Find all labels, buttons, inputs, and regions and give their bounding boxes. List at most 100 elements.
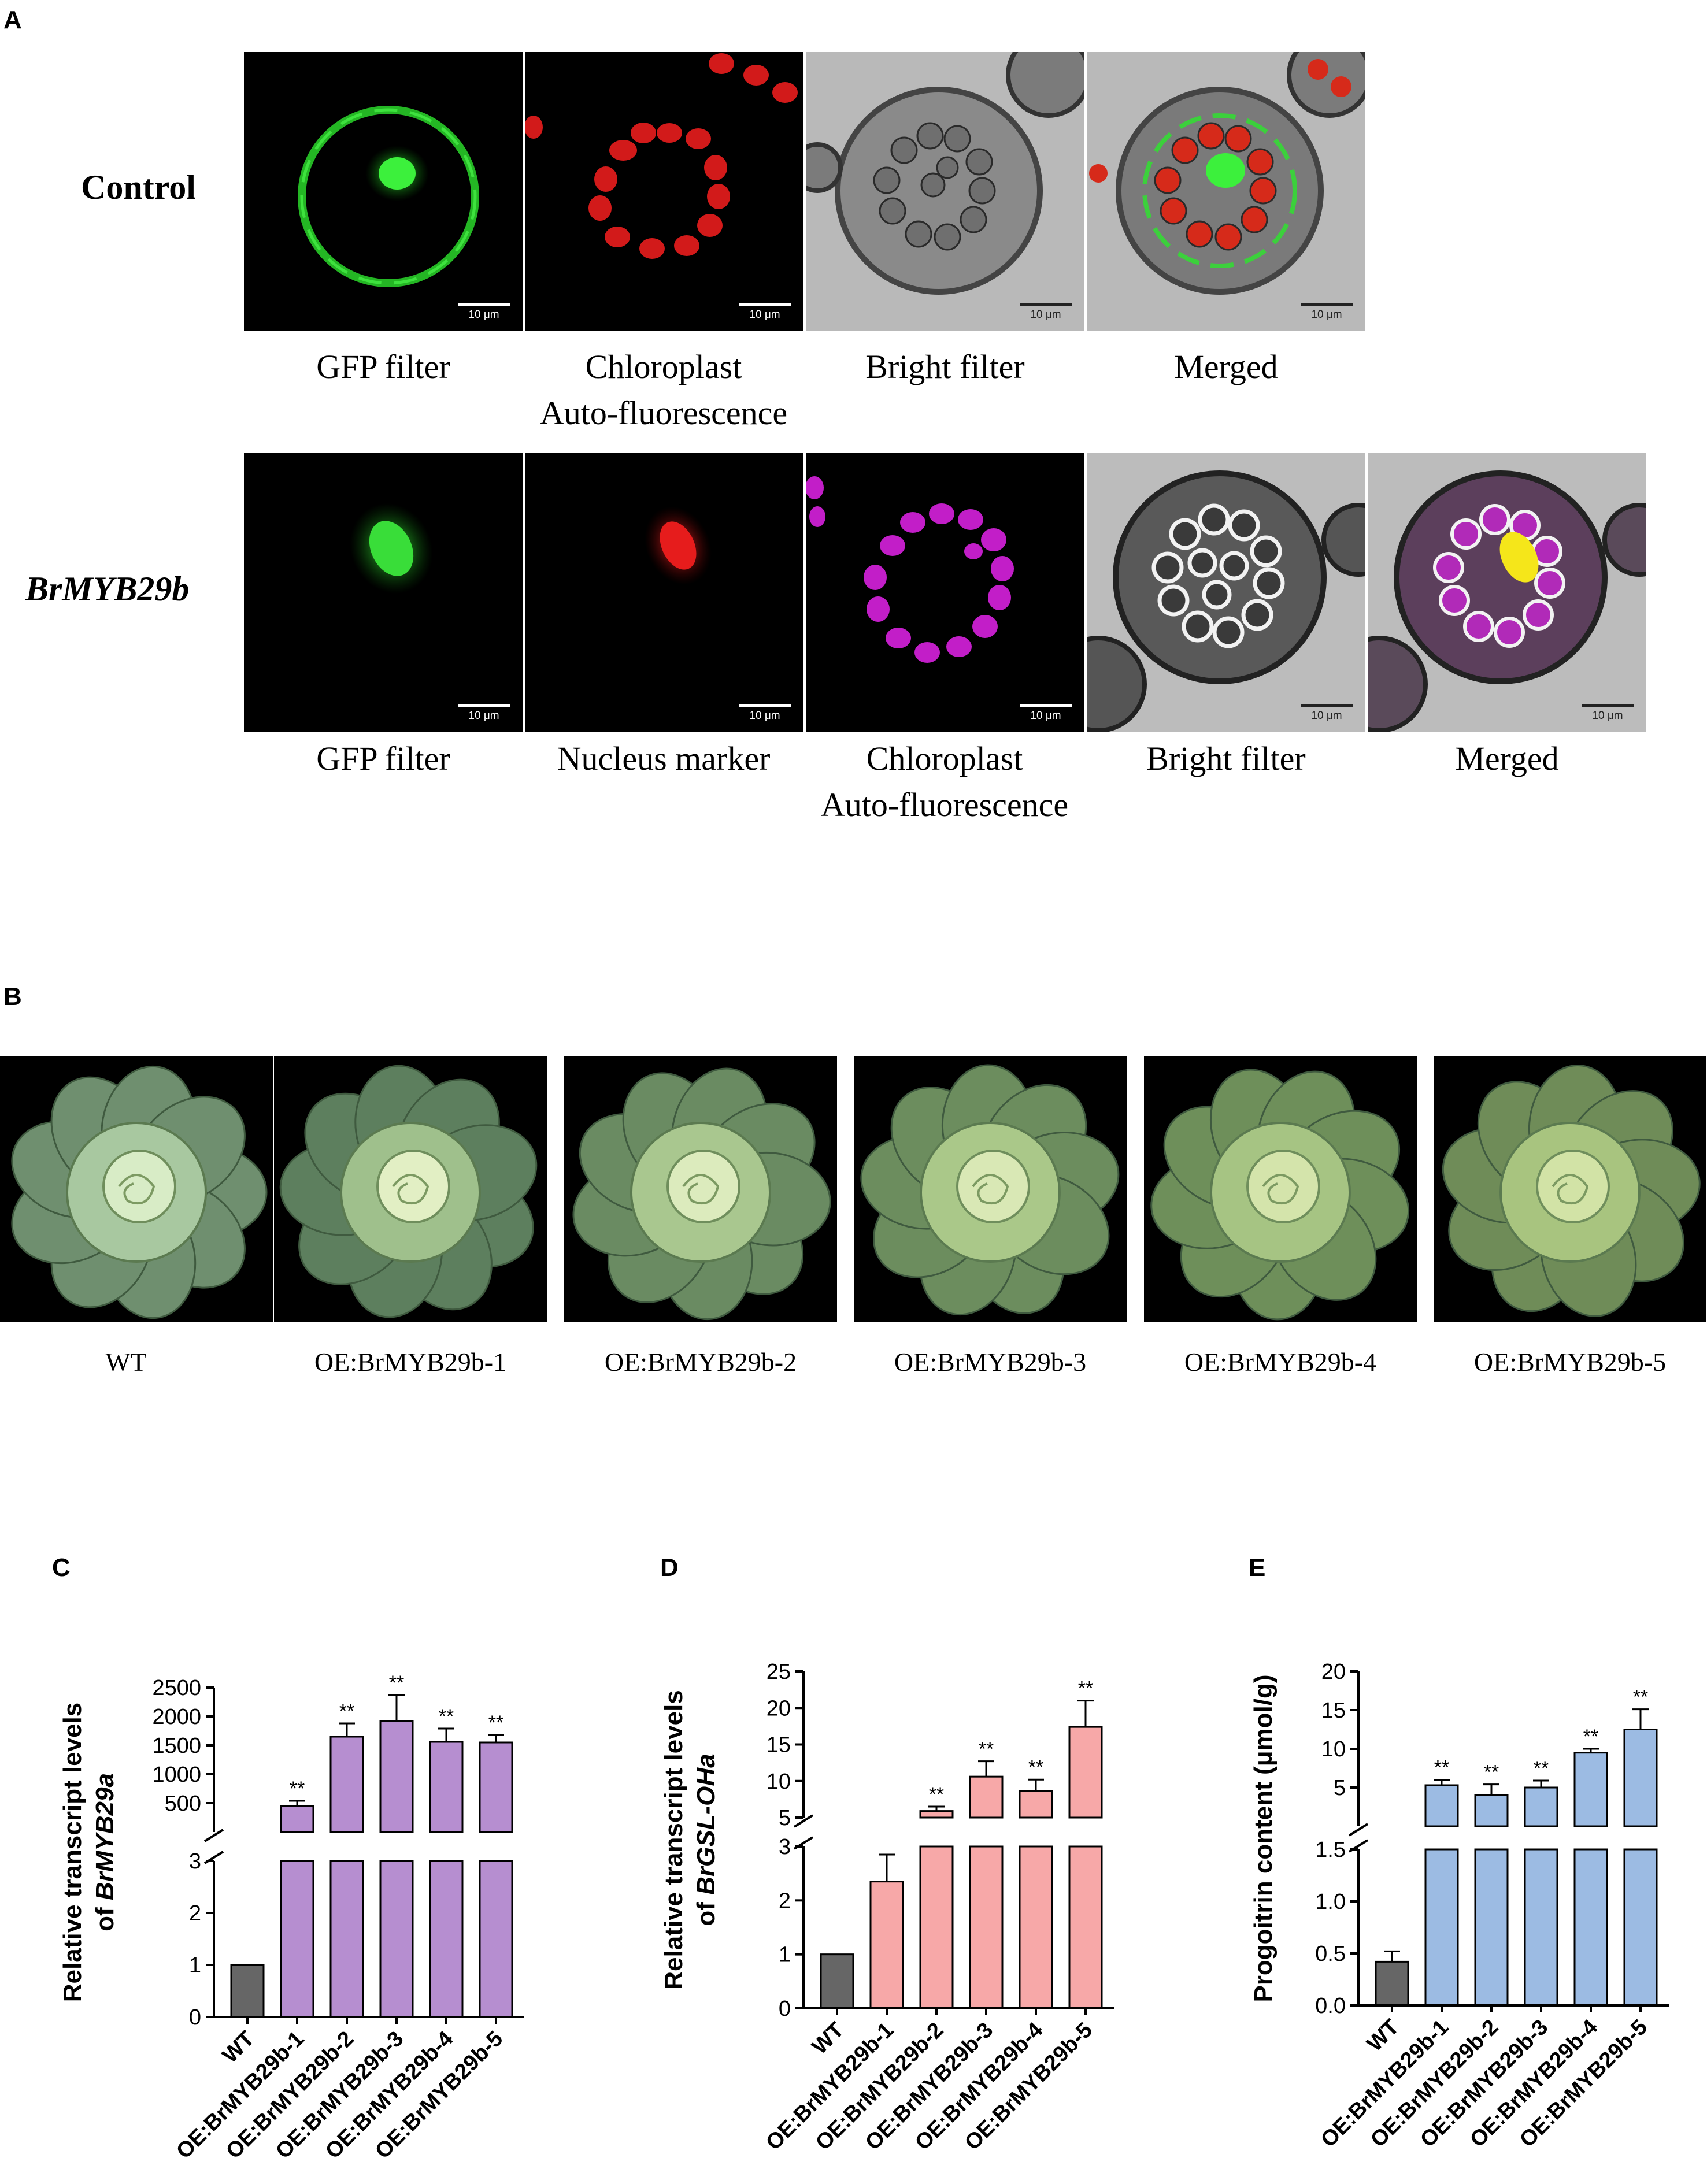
y-tick-label: 500 <box>165 1792 201 1816</box>
bar <box>969 1845 1004 2009</box>
plant-label: WT <box>105 1347 147 1377</box>
scale-bar: 10 μm <box>1020 303 1072 321</box>
bar <box>479 1860 513 2018</box>
panel-label-c: C <box>52 1553 71 1582</box>
y-tick-label: 1000 <box>152 1763 201 1787</box>
bar <box>1375 1960 1409 2007</box>
bar <box>479 1741 513 1833</box>
y-tick-label: 20 <box>1321 1660 1346 1684</box>
micrograph-brmyb29b-chloroplast: 10 μm <box>806 453 1084 732</box>
panel-label-b: B <box>3 982 22 1011</box>
plant-label: OE:BrMYB29b-5 <box>1473 1347 1667 1377</box>
significance-label: ** <box>290 1778 305 1800</box>
bar <box>969 1775 1004 1819</box>
y-axis-label: Progoitrin content (μmol/g) <box>1249 1674 1278 2002</box>
bar <box>1573 1752 1608 1827</box>
bar <box>280 1860 314 2018</box>
bar <box>1623 1848 1658 2007</box>
axis-break-gap <box>1362 1827 1666 1848</box>
scale-bar: 10 μm <box>458 704 510 722</box>
y-tick-label: 5 <box>779 1806 791 1830</box>
axis-break-gap <box>807 1819 1111 1845</box>
caption-row1-merged: Merged <box>1174 348 1278 385</box>
plant-photo <box>274 1056 547 1322</box>
y-tick-label: 3 <box>779 1835 791 1859</box>
bar <box>230 1964 265 2018</box>
bar <box>379 1860 414 2018</box>
caption-row1-bright: Bright filter <box>865 348 1025 385</box>
bar <box>1573 1848 1608 2007</box>
chart-d: **********0123510152025WTOE:BrMYB29b-1OE… <box>660 1660 1114 2155</box>
plant-photo <box>564 1056 837 1322</box>
scale-bar: 10 μm <box>1301 704 1353 722</box>
y-tick-label: 0 <box>779 1997 791 2021</box>
y-tick-label: 1500 <box>152 1734 201 1758</box>
y-tick-label: 1.0 <box>1315 1890 1346 1914</box>
axis-break-mark <box>203 1829 224 1842</box>
chart-c: ******** **01235001000150020002500WTOE:Br… <box>58 1672 524 2164</box>
micrograph-control-chloroplast: 10 μm <box>525 52 803 331</box>
y-tick-label: 15 <box>767 1733 791 1757</box>
significance-label: ** <box>929 1783 944 1805</box>
plant-photo <box>854 1056 1127 1322</box>
bar <box>919 1810 954 1819</box>
y-axis-label: Relative transcript levels <box>660 1690 688 1989</box>
y-tick-label: 5 <box>1334 1776 1346 1800</box>
caption-row1-gfp: GFP filter <box>316 348 450 385</box>
significance-label: ** <box>488 1712 503 1734</box>
plant-label: OE:BrMYB29b-3 <box>894 1347 1087 1377</box>
micrograph-brmyb29b-bright: 10 μm <box>1087 453 1365 732</box>
y-tick-label: 25 <box>767 1660 791 1684</box>
micrograph-control-merged: 10 μm <box>1087 52 1365 331</box>
bar <box>1474 1794 1509 1827</box>
significance-label: ** <box>439 1705 454 1727</box>
row-label-control: Control <box>81 168 196 206</box>
micrograph-brmyb29b-nucleus: 10 μm <box>525 453 803 732</box>
x-tick-label: WT <box>1362 2015 1404 2056</box>
scale-bar: 10 μm <box>458 303 510 321</box>
bar <box>1019 1790 1053 1819</box>
scale-bar: 10 μm <box>739 704 791 722</box>
significance-label: ** <box>1534 1757 1549 1779</box>
plant-photo <box>1144 1056 1417 1322</box>
y-tick-label: 10 <box>767 1770 791 1794</box>
scale-bar: 10 μm <box>1020 704 1072 722</box>
significance-label: ** <box>1484 1762 1499 1783</box>
y-tick-label: 0.5 <box>1315 1942 1346 1966</box>
axis-break-mark <box>1348 1823 1369 1837</box>
caption-row2-gfp: GFP filter <box>316 740 450 777</box>
micrograph-brmyb29b-merged: 10 μm <box>1368 453 1646 732</box>
plant-label: OE:BrMYB29b-4 <box>1184 1347 1377 1377</box>
plant-label: OE:BrMYB29b-1 <box>314 1347 507 1377</box>
y-tick-label: 1 <box>189 1953 201 1978</box>
micrograph-control-bright: 10 μm <box>806 52 1084 331</box>
y-tick-label: 15 <box>1321 1699 1346 1723</box>
bar <box>429 1741 464 1833</box>
bar <box>379 1720 414 1833</box>
bar <box>869 1881 904 2009</box>
significance-label: ** <box>979 1738 994 1760</box>
bar <box>1424 1784 1459 1827</box>
significance-label: ** <box>1078 1678 1093 1700</box>
y-axis-label-line2: of BrGSL-OHa <box>692 1753 720 1926</box>
caption-row1-chloroplast: Chloroplast Auto-fluorescence <box>539 348 788 432</box>
y-axis-label-line2: of BrMYB29a <box>91 1773 119 1931</box>
plant-photo <box>1434 1056 1706 1322</box>
plant-photo <box>0 1056 273 1322</box>
y-tick-label: 0.0 <box>1315 1994 1346 2018</box>
caption-row2-chloroplast: Chloroplast Auto-fluorescence <box>820 740 1069 824</box>
caption-row2-bright: Bright filter <box>1146 740 1306 777</box>
panel-label-a: A <box>3 6 22 34</box>
bar <box>1623 1729 1658 1827</box>
y-tick-label: 2 <box>189 1901 201 1926</box>
y-axis-label: Relative transcript levels <box>58 1703 87 2002</box>
significance-label: ** <box>1583 1726 1598 1748</box>
scale-bar: 10 μm <box>1301 303 1353 321</box>
bar <box>1019 1845 1053 2009</box>
bar <box>1424 1848 1459 2007</box>
x-tick-label: WT <box>218 2027 259 2068</box>
row-label-brmyb29b: BrMYB29b <box>25 570 190 608</box>
panel-label-e: E <box>1249 1553 1266 1582</box>
bar <box>1068 1726 1103 1819</box>
bar <box>1068 1845 1103 2009</box>
